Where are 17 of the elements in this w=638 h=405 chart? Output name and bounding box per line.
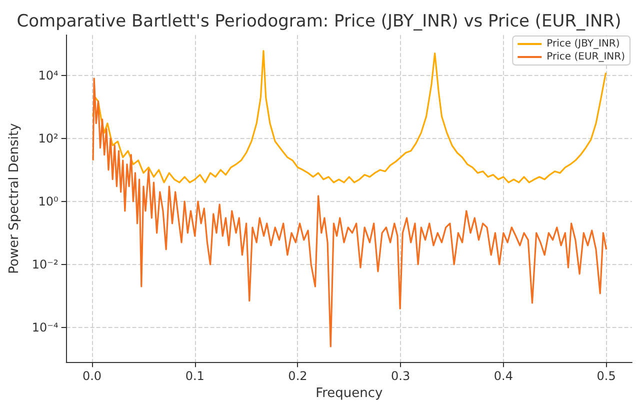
line-series xyxy=(92,78,608,348)
x-tick-label: 0.4 xyxy=(494,369,513,384)
y-tick-label: 10⁰ xyxy=(38,194,58,208)
y-tick-label: 10⁻⁴ xyxy=(32,320,58,335)
y-tick-label: 10² xyxy=(38,131,58,146)
x-axis-title: Frequency xyxy=(316,386,384,401)
y-tick-label: 10⁴ xyxy=(38,68,58,82)
x-tick-label: 0.2 xyxy=(288,369,308,384)
x-tick-label: 0.1 xyxy=(185,369,204,384)
x-tick-label: 0.0 xyxy=(82,369,102,384)
legend-label: Price (JBY_INR) xyxy=(546,38,620,50)
legend-label: Price (EUR_INR) xyxy=(546,52,626,62)
y-axis-title: Power Spectral Density xyxy=(7,122,22,274)
x-tick-label: 0.5 xyxy=(596,369,616,384)
chart-title: Comparative Bartlett's Periodogram: Price (JBY_INR) vs Price (EUR_INR) xyxy=(16,12,622,32)
y-tick-label: 10⁻² xyxy=(32,257,58,272)
x-tick-label: 0.3 xyxy=(391,369,410,384)
